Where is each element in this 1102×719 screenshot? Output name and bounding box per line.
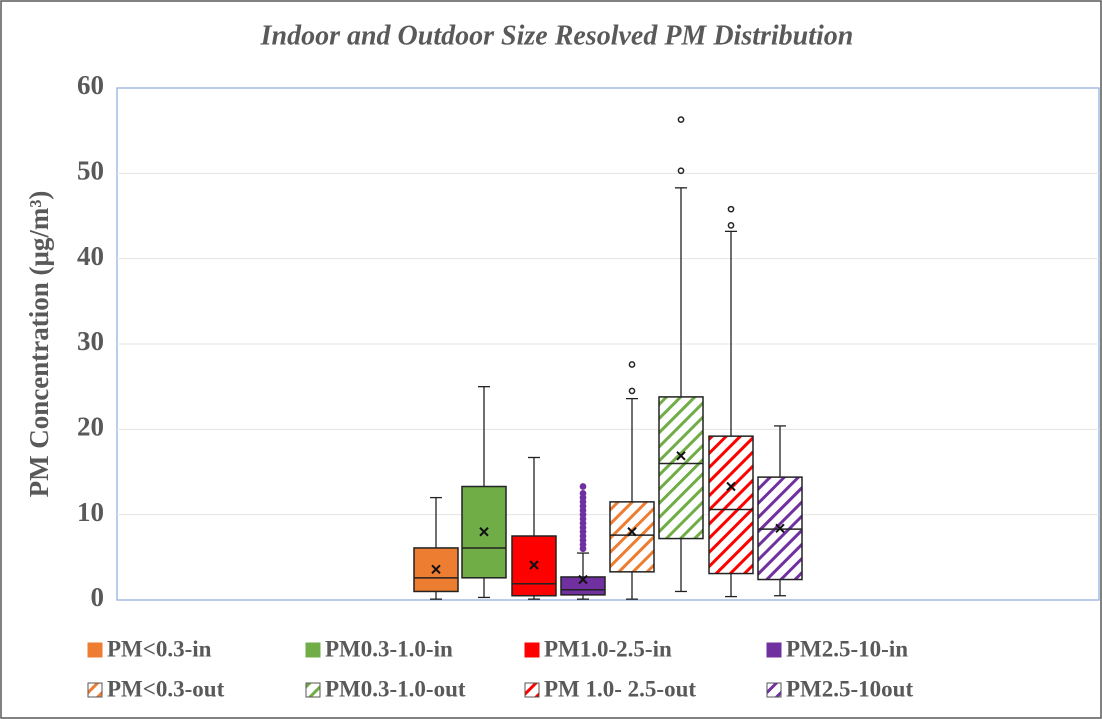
y-tick-label: 50 [77,156,104,186]
outlier [677,167,685,175]
mean-marker [431,564,441,574]
legend-label: PM 1.0- 2.5-out [544,676,696,701]
mean-marker [676,451,686,461]
chart-title: Indoor and Outdoor Size Resolved PM Dist… [260,20,854,51]
legend-label: PM2.5-10out [786,676,913,701]
mean-marker [479,527,489,537]
outlier [727,205,735,213]
mean-marker [775,523,785,534]
mean-marker [529,560,539,570]
outlier [677,116,685,123]
legend-swatch [766,682,782,698]
mean-marker [578,574,588,585]
outlier [579,483,587,490]
box [609,501,655,573]
mean-marker [627,527,637,537]
legend-swatch [305,682,321,698]
legend-label: PM2.5-10-in [786,636,908,661]
outlier [579,489,587,497]
box [757,476,803,581]
legend-label: PM0.3-1.0-out [325,676,466,701]
legend-label: PM<0.3-in [107,636,212,661]
legend-swatch [766,642,782,658]
legend-swatch [524,682,540,698]
y-tick-label: 60 [77,70,104,100]
y-axis-label: PM Concentration (μg/m³) [24,191,54,498]
y-tick-label: 20 [77,412,104,442]
y-tick-label: 30 [77,326,104,356]
outlier [628,387,636,395]
legend-swatch [87,642,103,658]
legend-label: PM0.3-1.0-in [325,636,453,661]
box [708,435,754,575]
box [658,396,704,540]
mean-marker [726,481,736,492]
legend-label: PM1.0-2.5-in [544,636,672,661]
y-tick-label: 40 [77,241,104,271]
outlier [628,361,636,368]
legend-swatch [87,682,103,698]
y-tick-label: 0 [91,582,105,612]
legend-swatch [305,642,321,658]
legend-label: PM<0.3-out [107,676,225,701]
outlier [727,222,735,229]
y-tick-label: 10 [77,497,104,527]
box [413,547,459,593]
legend-swatch [524,642,540,658]
